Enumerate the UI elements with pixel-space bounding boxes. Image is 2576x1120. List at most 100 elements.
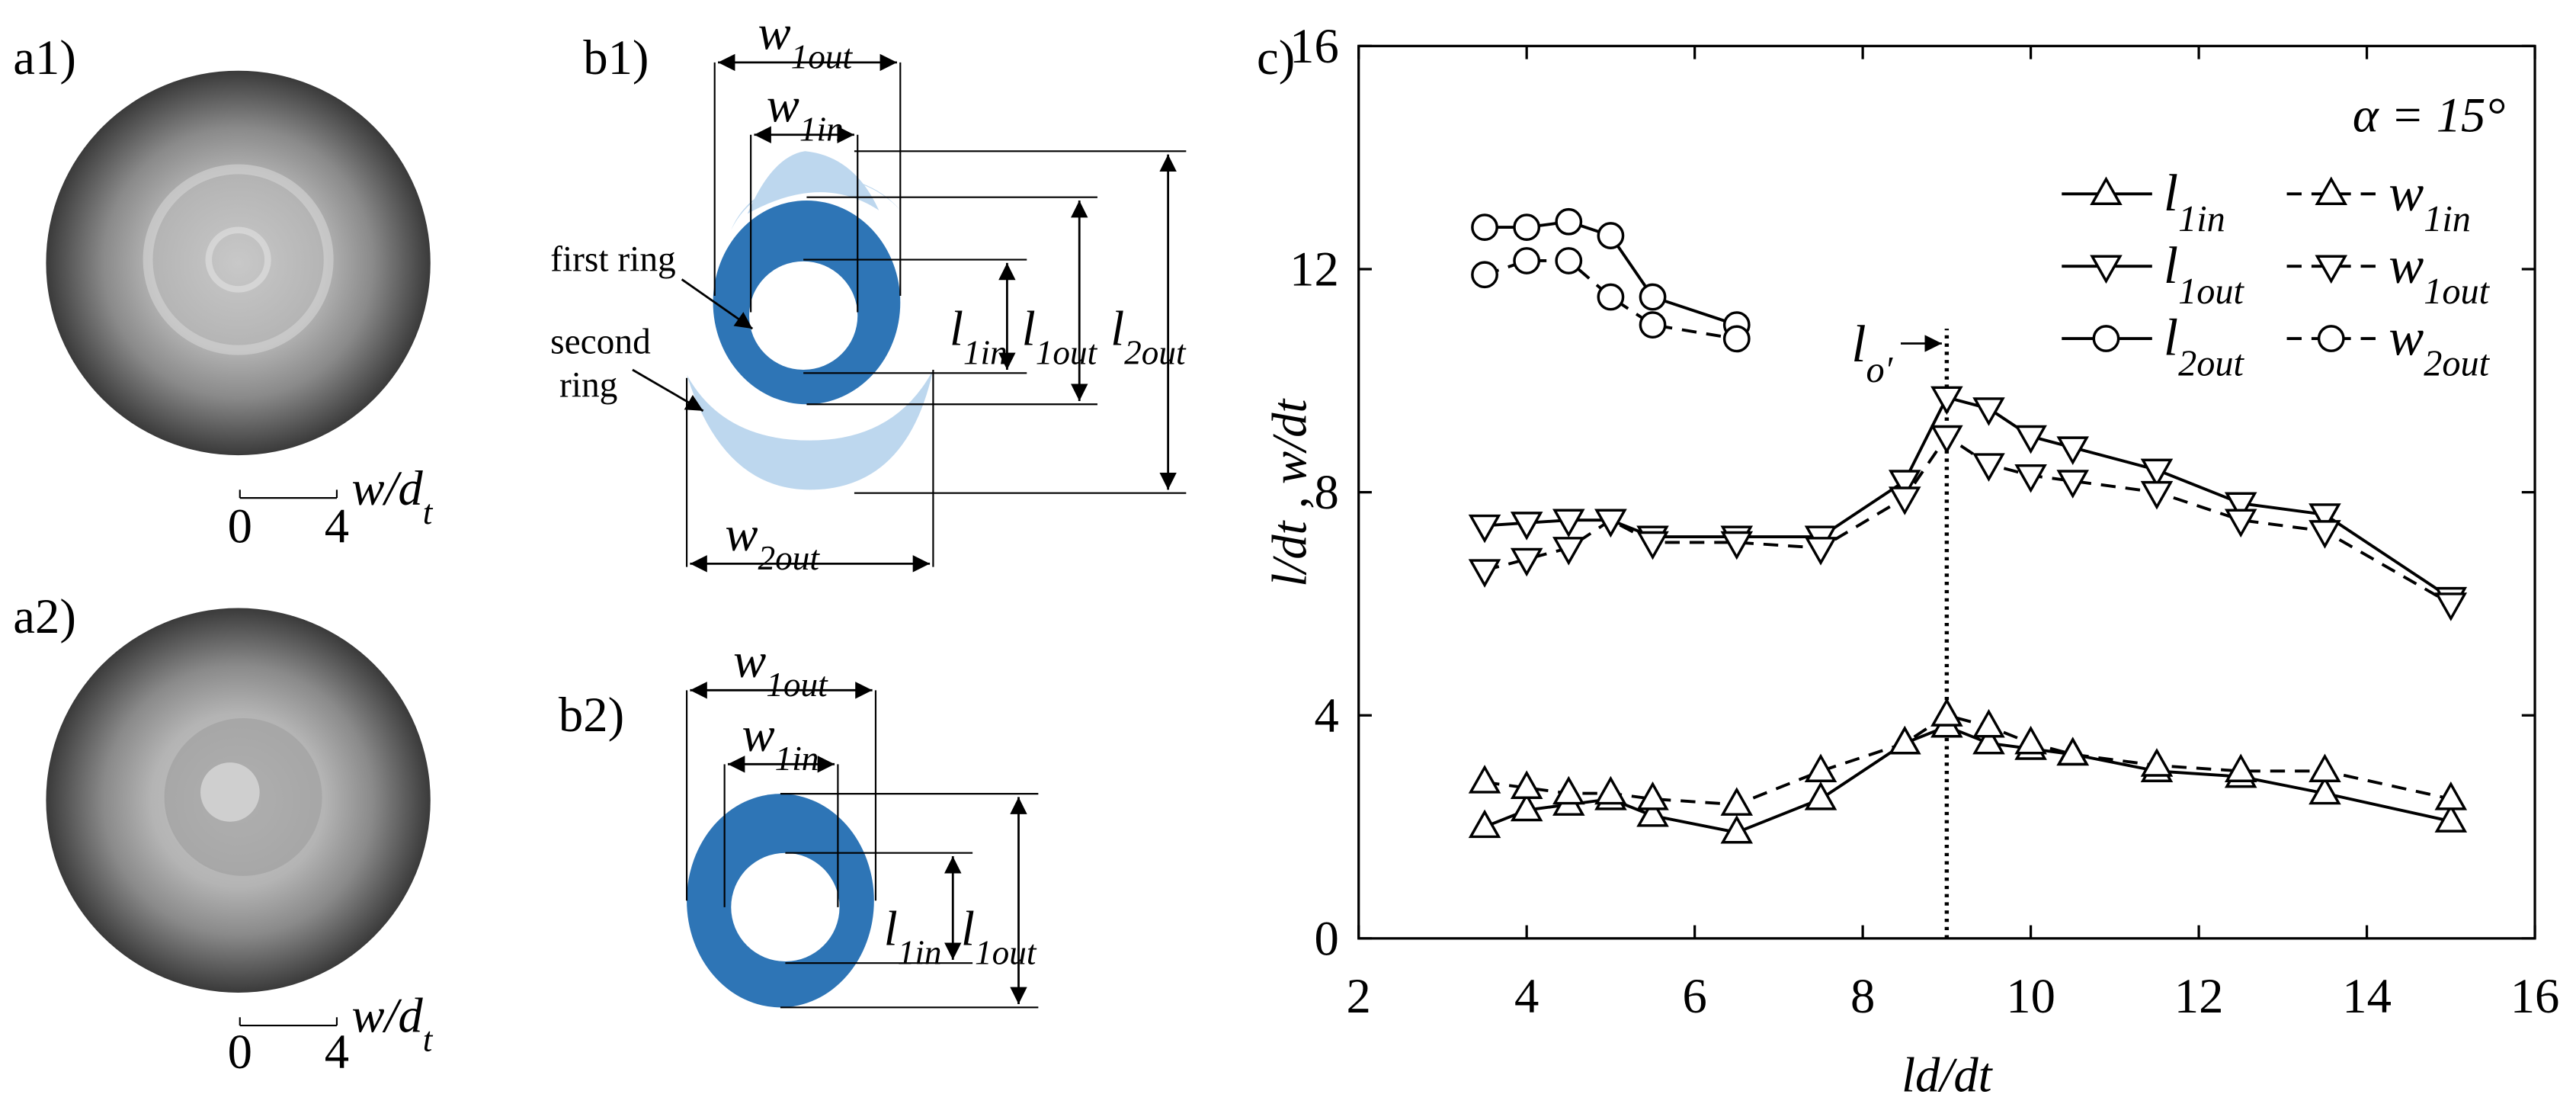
scale-bar [239,1017,338,1027]
marker [1930,425,1963,454]
marker [1720,814,1754,844]
marker [1720,531,1754,560]
y-tick-label: 12 [1290,242,1339,297]
marker [1972,708,2005,738]
marker [1510,770,1543,799]
marker [1639,283,1667,311]
marker [1972,397,2005,426]
marker [1555,207,1583,236]
marker [2056,737,2090,766]
x-tick-label: 4 [1514,968,1539,1023]
marker [1804,753,1837,783]
marker [2308,775,2341,805]
legend-label: l1in [2164,164,2225,239]
scale-max: 4 [325,1024,349,1079]
marker [1804,537,1837,566]
pointer-arrow [681,278,754,330]
marker [1930,386,1963,416]
panel-label: a1) [13,30,76,85]
marker [2308,503,2341,532]
legend-label: l1out [2164,236,2245,312]
photo [46,70,431,456]
marker [2224,753,2257,783]
photo-ring [143,164,334,355]
marker [1972,453,2005,482]
marker [1471,261,1498,289]
marker [2224,492,2257,521]
marker [2224,509,2257,538]
dim-label: l1in [950,301,1008,372]
scale-min: 0 [228,498,252,553]
dim-label: l1in [884,900,942,971]
series-line [1484,434,2452,605]
panel-b2: b2) w1out w1in l1in l1out [559,633,1039,1009]
extension-line [803,150,1187,494]
legend-label: w2out [2389,309,2490,384]
panel-label: b1) [583,30,649,85]
marker [1510,792,1543,822]
marker [1552,775,1585,805]
marker [1513,213,1541,241]
marker [1468,559,1501,588]
scale-label: w/dt [351,988,433,1059]
marker [2140,480,2174,510]
pointer-arrow [632,368,704,412]
marker [2308,520,2341,549]
photo-ring [205,226,271,293]
extension-line [713,62,902,313]
ring-hole [731,852,840,961]
ring-hole [748,261,858,370]
panel-label: b2) [559,687,624,742]
legend-marker [2090,176,2123,206]
marker [1636,531,1669,560]
dim-label: w2out [725,506,820,577]
second-ring-bottom [687,369,934,490]
x-tick-label: 16 [2510,968,2560,1023]
marker [1597,283,1625,311]
y-tick-label: 4 [1314,688,1338,743]
marker [1888,725,1921,755]
x-tick-label: 12 [2174,968,2224,1023]
marker [1888,486,1921,515]
x-tick-label: 10 [2006,968,2055,1023]
legend-marker [2315,255,2348,284]
x-tick-label: 14 [2342,968,2392,1023]
y-tick-label: 16 [1290,18,1339,73]
extension-line [685,690,877,907]
marker [2014,725,2047,755]
x-tick-label: 2 [1347,968,1371,1023]
dim-label: w1out [758,5,853,76]
marker [1471,213,1498,241]
legend-marker [2317,325,2345,352]
second-ring-top [747,151,879,214]
scale-max: 4 [325,498,349,553]
marker [1594,509,1627,538]
marker [1552,537,1585,566]
marker [1510,547,1543,577]
dim-label: w1in [767,78,844,149]
marker [1513,247,1541,274]
chart: c) α = 15° ld/dt l/dt , w/dt 2 4 6 8 10 12 14 1… [1257,18,2559,1102]
marker [2434,781,2468,810]
scale-label: w/dt [351,461,433,531]
ring-label: first ring [550,240,676,280]
marker [1720,787,1754,816]
marker [1594,775,1627,805]
panel-b1: b1) w1out w1in l1in l1out l2out w2out fi… [550,5,1187,577]
marker [2056,470,2090,499]
series-line [1484,395,2452,600]
reference-label: lo′ [1851,315,1893,390]
dim-label: w1out [733,633,828,704]
marker [1722,325,1751,353]
marker [1888,470,1921,499]
panel-a: a1) 0 4 w/dt a2) 0 4 w/dt [13,30,433,1079]
dim-label: l1out [1022,301,1098,372]
photo-spot [200,762,260,822]
extension-line [780,793,1039,1009]
dim-label: l2out [1110,301,1187,372]
marker [2140,748,2174,777]
legend-marker [2092,325,2120,352]
legend-label: l2out [2164,309,2245,384]
x-tick-label: 6 [1682,968,1706,1023]
